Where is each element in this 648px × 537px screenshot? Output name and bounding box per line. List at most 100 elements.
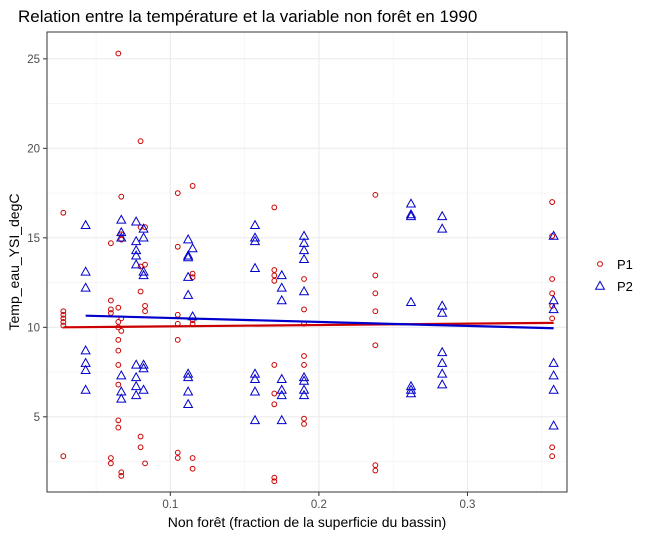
- data-point-p2: [298, 371, 310, 382]
- data-point-p2: [249, 368, 261, 378]
- data-point-p2: [548, 420, 559, 430]
- data-point-p2: [130, 216, 142, 226]
- data-point-p2: [436, 378, 448, 389]
- data-point-p2: [138, 384, 149, 394]
- data-point-p2: [182, 386, 194, 396]
- data-point-p2: [116, 226, 127, 237]
- data-point-p1: [301, 276, 307, 282]
- data-point-p1: [142, 261, 148, 268]
- plot-area: [47, 32, 567, 492]
- data-point-p2: [405, 198, 417, 208]
- data-point-p2: [436, 357, 448, 367]
- data-point-p2: [548, 303, 559, 314]
- data-point-p2: [249, 219, 261, 230]
- data-point-p2: [276, 414, 287, 425]
- data-point-p2: [249, 386, 261, 396]
- data-point-p1: [142, 308, 148, 315]
- data-point-p2: [182, 271, 194, 281]
- y-tick-label: 20: [27, 143, 40, 155]
- data-point-p1: [372, 191, 379, 198]
- data-point-p2: [182, 371, 194, 382]
- data-point-p2: [138, 232, 149, 242]
- x-tick-label: 0.3: [459, 499, 475, 511]
- data-point-p1: [301, 421, 307, 427]
- data-point-p1: [271, 267, 278, 273]
- data-point-p2: [138, 223, 149, 233]
- data-point-p2: [130, 389, 142, 400]
- data-point-p2: [182, 368, 194, 378]
- data-point-p1: [549, 199, 556, 205]
- data-point-p2: [130, 380, 142, 391]
- data-point-p1: [301, 362, 307, 368]
- data-point-p1: [271, 277, 278, 284]
- trend-line-p2: [85, 314, 554, 330]
- x-axis-title: Non forêt (fraction de la superficie du …: [168, 514, 447, 530]
- data-point-p1: [115, 50, 122, 57]
- data-point-p2: [548, 384, 559, 394]
- data-point-p1: [118, 328, 125, 334]
- data-point-p2: [182, 250, 194, 260]
- data-point-p2: [116, 214, 127, 224]
- data-point-p1: [271, 474, 278, 481]
- data-point-p2: [249, 235, 261, 246]
- data-point-p1: [549, 276, 556, 282]
- data-point-p2: [130, 371, 142, 382]
- data-point-p2: [80, 364, 91, 375]
- data-point-p1: [137, 444, 144, 451]
- data-point-p1: [60, 319, 67, 325]
- data-point-p1: [189, 183, 196, 189]
- data-point-p2: [436, 346, 448, 357]
- data-point-p2: [249, 373, 261, 383]
- data-point-p2: [436, 307, 448, 317]
- data-point-p2: [276, 384, 287, 394]
- data-point-p2: [405, 384, 417, 394]
- data-point-p2: [80, 219, 91, 230]
- data-point-p1: [60, 209, 67, 216]
- data-point-p1: [189, 270, 196, 277]
- data-point-p1: [549, 315, 556, 322]
- data-point-p1: [174, 455, 181, 461]
- data-point-p2: [436, 210, 448, 221]
- data-point-p1: [115, 424, 122, 431]
- data-point-p1: [115, 319, 122, 325]
- data-point-p1: [174, 336, 181, 343]
- legend-label-p1: P1: [617, 257, 633, 272]
- data-point-p1: [372, 467, 379, 474]
- data-point-p2: [548, 230, 559, 240]
- data-point-p1: [271, 401, 278, 408]
- data-point-p2: [405, 208, 417, 219]
- data-point-p2: [298, 244, 310, 255]
- data-point-p2: [80, 384, 91, 394]
- data-point-p1: [549, 453, 556, 460]
- data-point-p1: [372, 290, 379, 297]
- data-point-p2: [116, 393, 127, 403]
- data-point-p1: [271, 204, 278, 211]
- legend-key-p1: [597, 261, 603, 267]
- data-point-p1: [115, 381, 122, 388]
- data-point-p1: [271, 272, 278, 279]
- data-point-p2: [116, 370, 127, 380]
- data-point-p1: [142, 302, 148, 309]
- data-point-p2: [276, 282, 287, 292]
- data-point-p1: [271, 478, 278, 485]
- data-point-p2: [298, 253, 310, 264]
- data-point-p1: [107, 455, 114, 461]
- data-point-p1: [118, 236, 125, 243]
- data-point-p1: [142, 224, 148, 230]
- data-point-p1: [118, 231, 125, 238]
- data-point-p1: [115, 417, 122, 424]
- legend-label-p2: P2: [617, 279, 633, 294]
- data-point-p2: [276, 294, 287, 305]
- data-point-p2: [130, 259, 142, 269]
- data-point-p1: [107, 240, 114, 247]
- data-point-p1: [174, 449, 181, 456]
- data-point-p2: [138, 359, 149, 369]
- data-point-p1: [137, 433, 144, 440]
- data-point-p1: [142, 460, 148, 467]
- x-tick-label: 0.1: [162, 499, 178, 511]
- data-point-p1: [174, 190, 181, 196]
- data-point-p2: [276, 269, 287, 280]
- data-point-p1: [137, 138, 144, 145]
